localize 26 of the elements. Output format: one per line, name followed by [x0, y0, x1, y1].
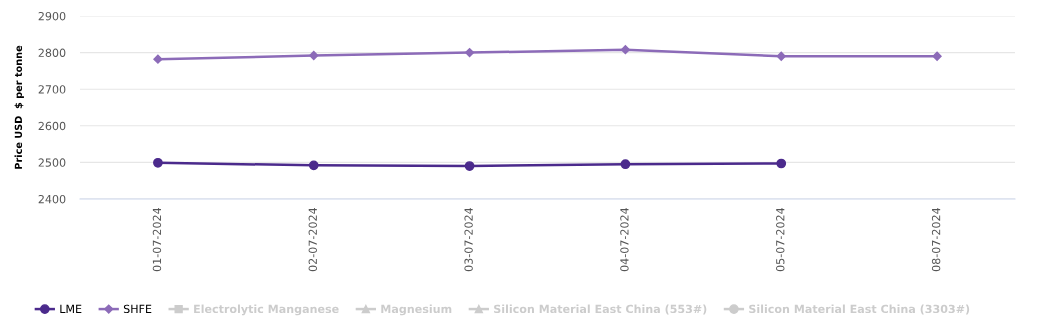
- x-tick-label: 04-07-2024: [620, 207, 629, 272]
- x-tick-label: 08-07-2024: [931, 207, 941, 272]
- point: [153, 157, 163, 168]
- point: [464, 47, 475, 58]
- x-tick-label: 05-07-2024: [776, 207, 785, 272]
- y-tick-label: 2400: [38, 194, 66, 204]
- point: [464, 161, 475, 171]
- y-axis-title: Price USD $ per tonne: [14, 45, 24, 169]
- y-tick-label: 2500: [38, 158, 66, 167]
- point: [309, 50, 319, 61]
- legend-label: LME: [60, 304, 82, 313]
- y-tick-label: 2800: [38, 48, 66, 57]
- x-tick-label: 03-07-2024: [464, 207, 473, 272]
- y-tick-label: 2600: [38, 121, 66, 131]
- y-tick-label: 2700: [38, 85, 66, 94]
- legend-label: SHFE: [123, 304, 152, 314]
- point: [776, 158, 787, 169]
- x-tick-label: 02-07-2024: [308, 207, 317, 272]
- point: [932, 51, 942, 61]
- y-tick-label: 2900: [38, 11, 66, 21]
- x-tick-label: 01-07-2024: [152, 207, 162, 272]
- point: [153, 54, 163, 64]
- point: [308, 160, 319, 171]
- point: [620, 159, 631, 170]
- point: [620, 45, 631, 55]
- point: [776, 51, 786, 61]
